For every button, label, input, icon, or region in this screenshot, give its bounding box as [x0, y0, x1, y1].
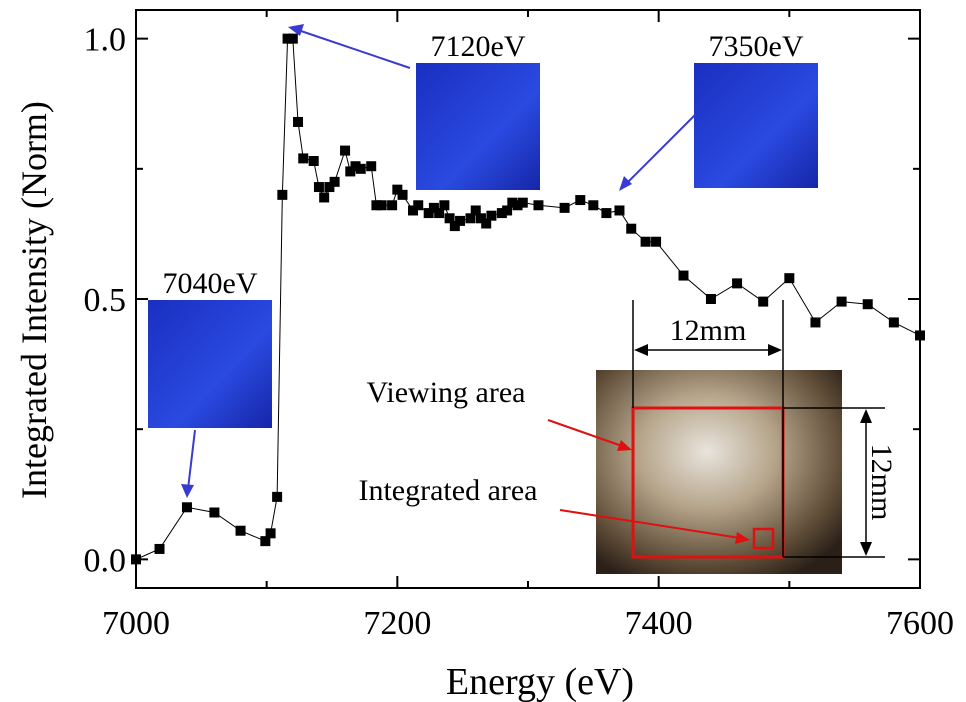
- x-axis-title: Energy (eV): [446, 661, 634, 702]
- inset-image: [416, 63, 540, 190]
- y-tick-label: 0.0: [84, 542, 127, 579]
- data-point: [272, 492, 282, 502]
- data-point: [863, 299, 873, 309]
- data-point: [413, 200, 423, 210]
- data-point: [387, 200, 397, 210]
- data-point: [293, 117, 303, 127]
- data-point: [182, 502, 192, 512]
- data-point: [915, 330, 925, 340]
- data-point: [131, 554, 141, 564]
- data-point: [614, 205, 624, 215]
- data-point: [319, 192, 329, 202]
- data-point: [298, 153, 308, 163]
- data-point: [837, 297, 847, 307]
- data-point: [209, 507, 219, 517]
- x-tick-label: 7600: [886, 605, 954, 642]
- annotation: Integrated area: [358, 474, 537, 507]
- data-point: [155, 544, 165, 554]
- data-point: [309, 156, 319, 166]
- data-point: [366, 161, 376, 171]
- data-point: [641, 237, 651, 247]
- data-point: [377, 200, 387, 210]
- data-point: [889, 317, 899, 327]
- y-tick-label: 1.0: [84, 22, 127, 59]
- data-point: [706, 294, 716, 304]
- annotation: 7350eV: [709, 30, 804, 63]
- data-point: [398, 190, 408, 200]
- page: {"chart_data": {"type": "scatter-line", …: [0, 0, 966, 702]
- y-axis-title: Integrated Intensity (Norm): [14, 101, 54, 499]
- data-point: [784, 273, 794, 283]
- data-point: [288, 34, 298, 44]
- data-point: [236, 526, 246, 536]
- data-point: [651, 237, 661, 247]
- data-point: [588, 200, 598, 210]
- chart: 7040eV 7120eV 7350eV 12mm 12mm Viewing a…: [0, 0, 966, 702]
- data-point: [356, 164, 366, 174]
- data-point: [518, 198, 528, 208]
- y-tick-label: 0.5: [84, 282, 127, 319]
- data-point: [678, 271, 688, 281]
- annotation: Viewing area: [367, 376, 526, 409]
- x-tick-label: 7400: [625, 605, 693, 642]
- inset-image: [694, 63, 818, 188]
- data-point: [810, 317, 820, 327]
- data-point: [533, 200, 543, 210]
- data-point: [560, 203, 570, 213]
- data-point: [575, 195, 585, 205]
- annotation: 12mm: [670, 314, 747, 347]
- annotation: 7120eV: [431, 30, 526, 63]
- inset-image: [148, 300, 272, 428]
- annotation: 7040eV: [163, 267, 258, 300]
- data-point: [340, 146, 350, 156]
- data-point: [732, 278, 742, 288]
- data-point: [266, 528, 276, 538]
- data-point: [486, 211, 496, 221]
- data-point: [601, 208, 611, 218]
- data-point: [277, 190, 287, 200]
- data-point: [439, 200, 449, 210]
- data-point: [455, 216, 465, 226]
- x-tick-label: 7200: [363, 605, 431, 642]
- annotation: 12mm: [865, 444, 898, 521]
- data-point: [758, 297, 768, 307]
- x-tick-label: 7000: [102, 605, 170, 642]
- data-point: [626, 224, 636, 234]
- data-point: [314, 182, 324, 192]
- data-point: [330, 177, 340, 187]
